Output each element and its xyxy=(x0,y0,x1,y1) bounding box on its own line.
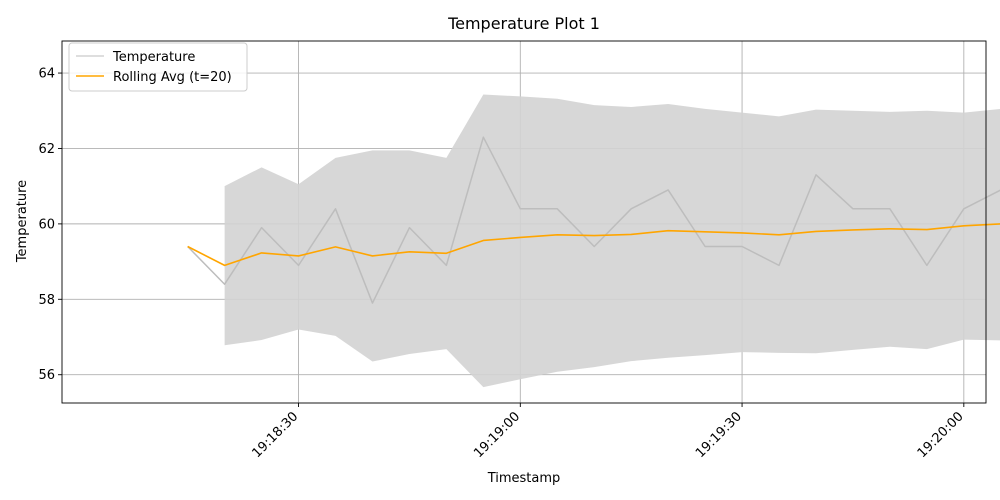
y-tick-label: 58 xyxy=(38,293,55,308)
y-tick-label: 62 xyxy=(38,142,55,157)
legend-box xyxy=(68,42,248,92)
x-axis-label: Timestamp xyxy=(487,471,561,486)
chart-title: Temperature Plot 1 xyxy=(447,14,600,33)
rolling-avg-line xyxy=(187,223,1000,267)
legend-label-temperature: Temperature xyxy=(112,50,195,65)
y-tick-label: 60 xyxy=(38,217,55,232)
y-tick-label: 56 xyxy=(38,368,55,383)
series-layer xyxy=(187,136,1000,304)
rolling-band-area xyxy=(224,94,1000,388)
y-axis-label: Temperature xyxy=(15,180,30,263)
legend-label-rolling-avg: Rolling Avg (t=20) xyxy=(113,70,232,85)
band-layer xyxy=(224,94,1000,388)
plot-frame xyxy=(61,40,987,404)
temperature-line xyxy=(187,136,1000,304)
legend: Temperature Rolling Avg (t=20) xyxy=(68,42,248,92)
y-tick-label: 64 xyxy=(38,67,55,82)
